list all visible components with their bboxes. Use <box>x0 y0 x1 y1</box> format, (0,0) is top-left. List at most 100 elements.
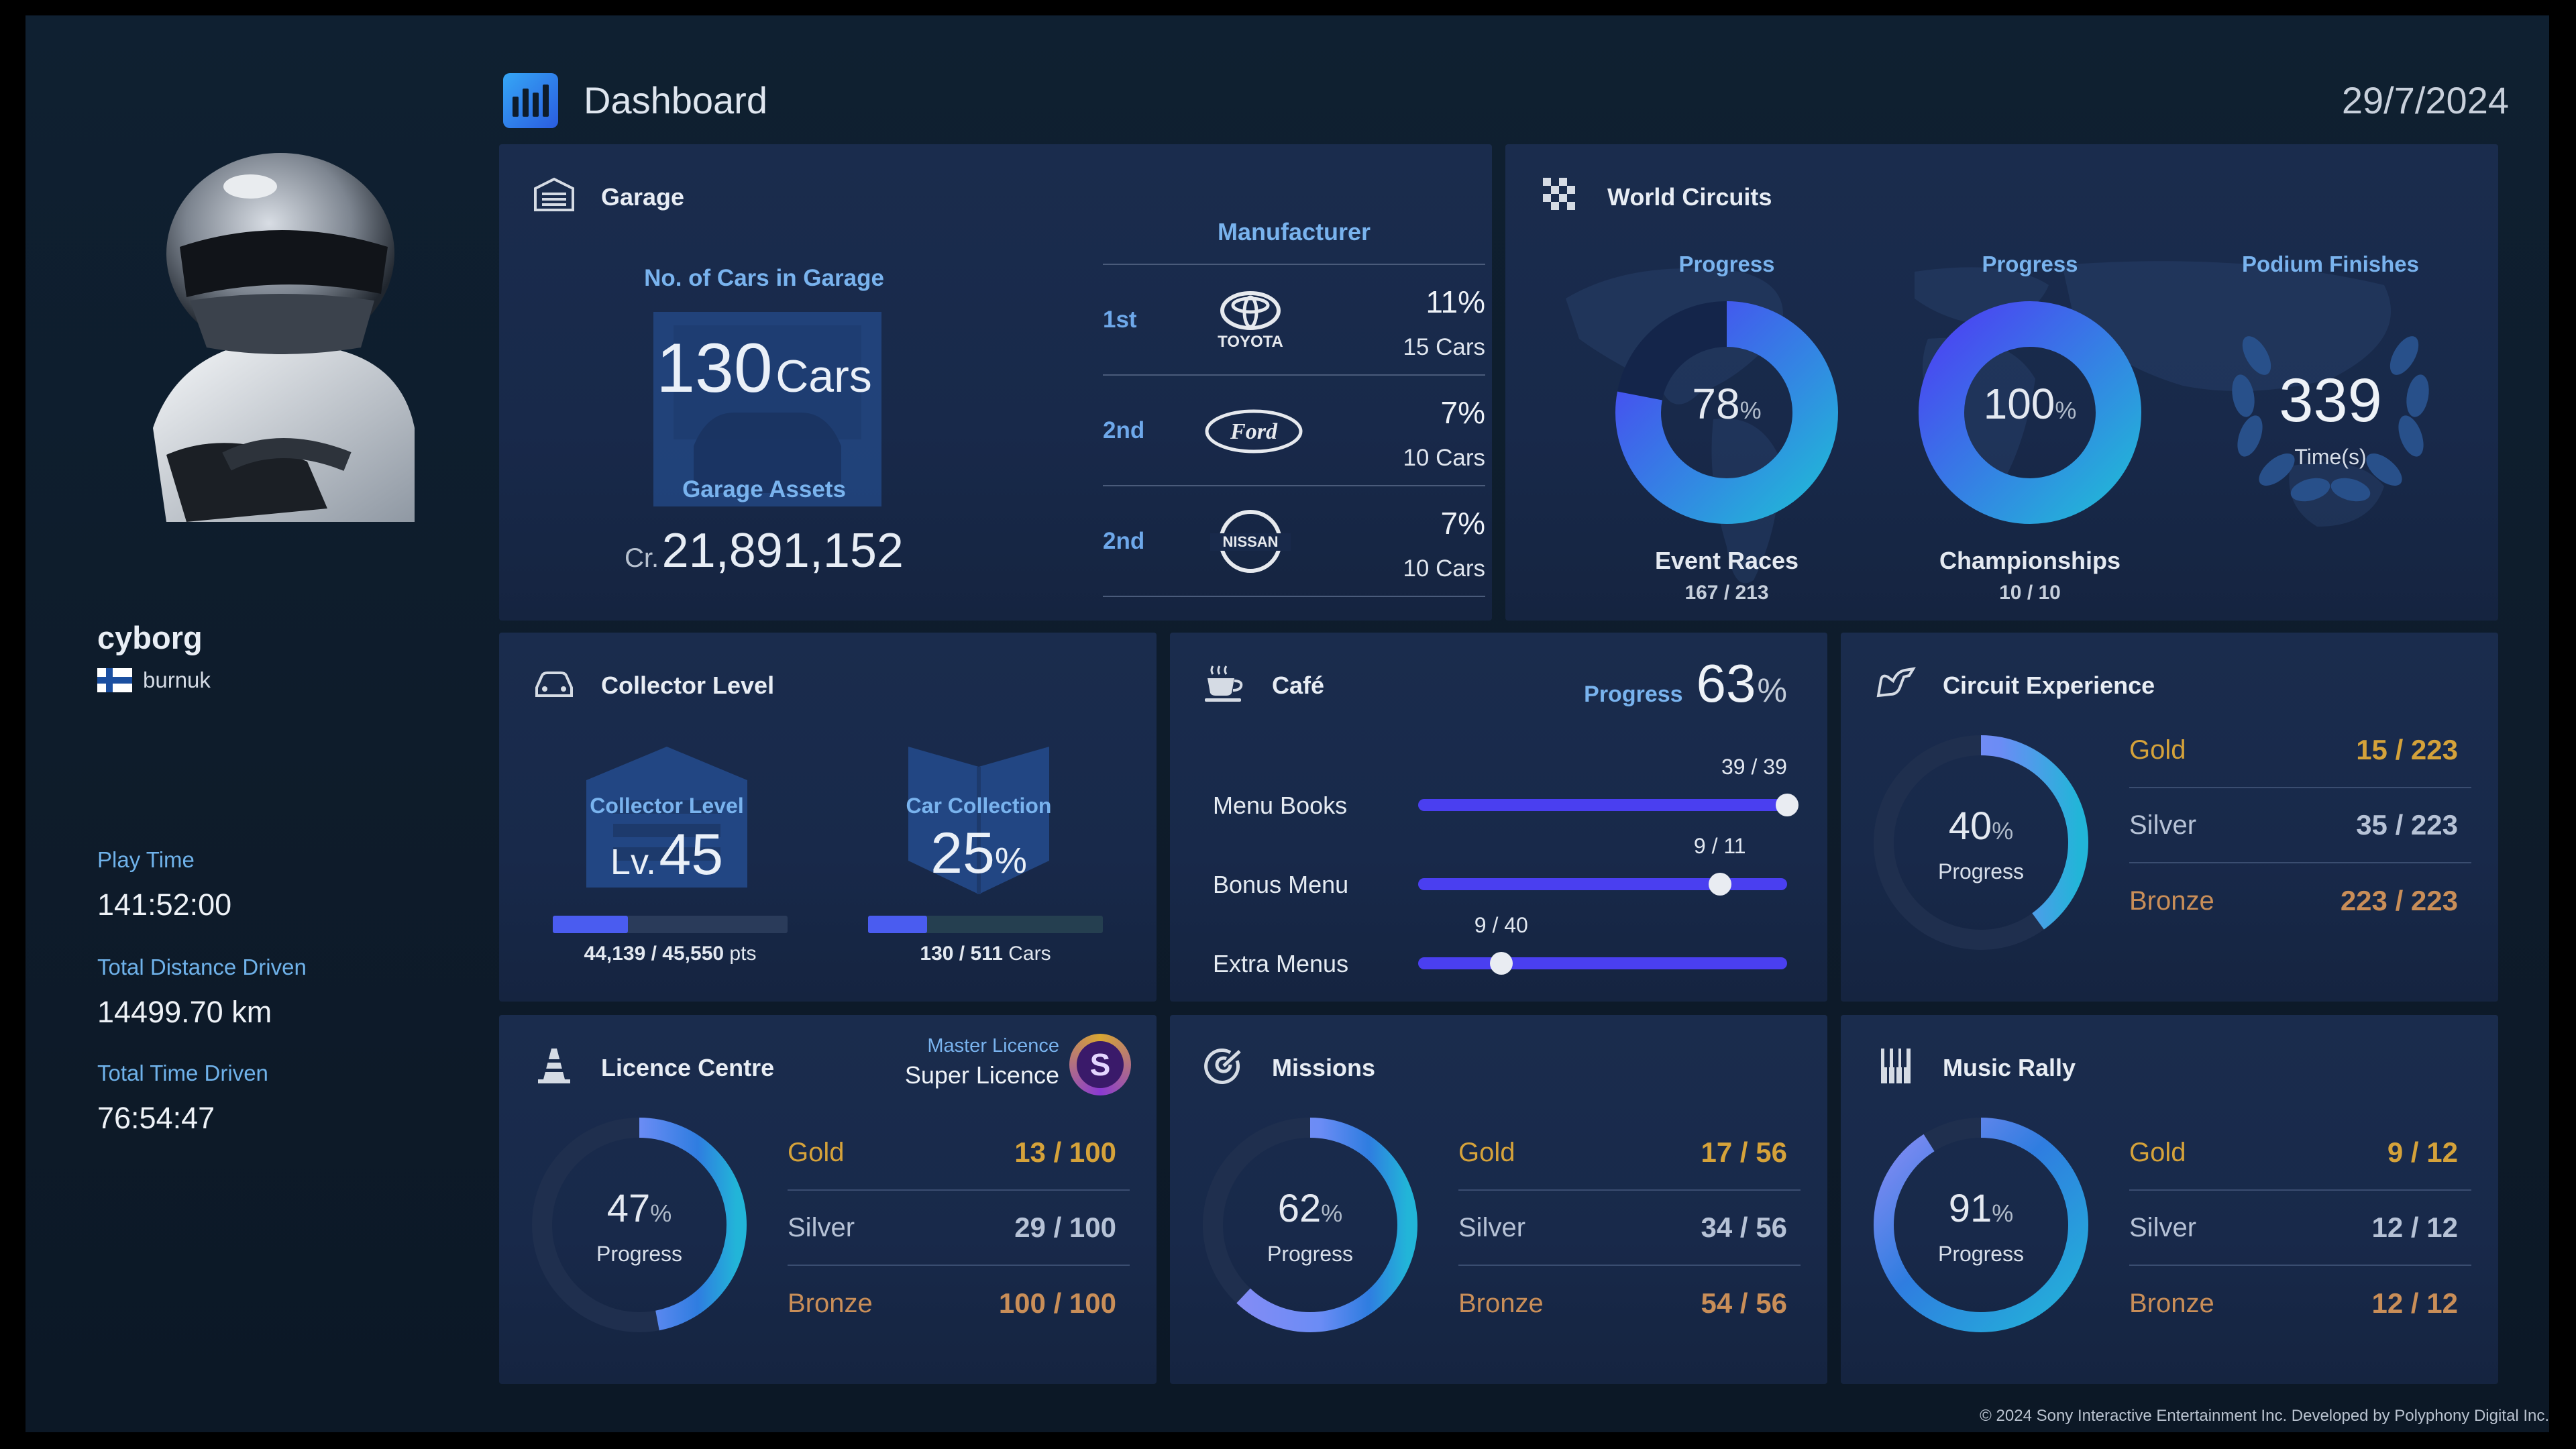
percent-value: 47 <box>606 1187 651 1230</box>
ring-progress <box>1874 1118 2088 1332</box>
event-races-ring <box>1615 301 1838 524</box>
championships-percent-unit: % <box>2055 396 2077 424</box>
music-rally-panel[interactable]: Music Rally 91% Progress Gold 9 / 12 Sil… <box>1841 1015 2498 1384</box>
cars-count-label: No. of Cars in Garage <box>644 265 884 291</box>
championships-label: Championships <box>1939 547 2121 574</box>
event-races-percent-unit: % <box>1739 396 1762 424</box>
manufacturer-cars: 10 Cars <box>1403 555 1485 582</box>
manufacturer-row[interactable]: 1st TOYOTA 11% 15 Cars <box>1103 265 1485 376</box>
percent-value: 62 <box>1277 1187 1322 1230</box>
missions-panel[interactable]: Missions 62% Progress Gold 17 / 56 Silve… <box>1170 1015 1827 1384</box>
nissan-brand: NISSAN <box>1222 533 1278 550</box>
traffic-cone-icon <box>538 1049 570 1083</box>
manufacturer-cars: 15 Cars <box>1403 334 1485 360</box>
licence-ring <box>532 1118 747 1332</box>
level-value: 45 <box>659 822 724 887</box>
percent-unit: % <box>650 1199 672 1227</box>
cafe-item-slider[interactable] <box>1418 873 1787 896</box>
cafe-progress-unit: % <box>1757 672 1787 709</box>
play-time-value: 141:52:00 <box>97 888 232 922</box>
missions-ring <box>1203 1118 1417 1332</box>
bronze-label: Bronze <box>2129 885 2214 916</box>
profile-sidebar: cyborg burnuk Play Time 141:52:00 Total … <box>25 15 495 1432</box>
play-time-label: Play Time <box>97 847 195 872</box>
collector-level: Lv. 45 <box>559 822 774 888</box>
collection-progress-fill <box>868 916 927 933</box>
slider-knob[interactable] <box>1489 952 1513 975</box>
bronze-value: 100 / 100 <box>998 1287 1116 1319</box>
cars-count-value: 130 <box>656 329 773 407</box>
circuit-experience-panel[interactable]: Circuit Experience 40% Progress Gold 15 … <box>1841 633 2498 1002</box>
slider-knob[interactable] <box>1776 794 1799 816</box>
date: 29/7/2024 <box>2341 79 2509 121</box>
podium-value: 339 <box>2279 366 2382 435</box>
ring-progress <box>1615 301 1838 524</box>
silver-label: Silver <box>1458 1212 1526 1242</box>
master-licence-value: Super Licence <box>904 1061 1059 1089</box>
gold-value: 17 / 56 <box>1701 1136 1787 1168</box>
country-username: burnuk <box>143 667 211 692</box>
manufacturer-row[interactable]: 2nd Ford 7% 10 Cars <box>1103 376 1485 486</box>
cafe-panel[interactable]: Café Progress 63% Menu Books 39 / 39 Bon… <box>1170 633 1827 1002</box>
laurel-wreath-icon <box>2232 336 2429 502</box>
garage-title: Garage <box>601 183 685 211</box>
car-icon <box>535 672 573 697</box>
championships-percent: 100% <box>1909 379 2151 429</box>
percent-value: 91 <box>1948 1187 1992 1230</box>
collection-count-unit: Cars <box>1008 943 1051 965</box>
podium-unit: Time(s) <box>2294 445 2367 469</box>
music-rally-progress-label: Progress <box>1937 1242 2025 1266</box>
cafe-item-value: 39 / 39 <box>1721 755 1787 779</box>
circuit-experience-progress-label: Progress <box>1937 859 2025 883</box>
gold-row: Gold 13 / 100 <box>788 1116 1130 1191</box>
championships-count: 10 / 10 <box>1999 582 2061 604</box>
driver-avatar <box>153 153 415 522</box>
manufacturer-cars: 10 Cars <box>1403 445 1485 471</box>
bronze-row: Bronze 223 / 223 <box>2129 863 2471 938</box>
cafe-item-slider[interactable] <box>1418 952 1787 975</box>
bronze-row: Bronze 100 / 100 <box>788 1266 1130 1341</box>
cafe-item-slider[interactable] <box>1418 794 1799 816</box>
manufacturer-percent: 11% <box>1426 284 1485 319</box>
licence-percent: 47% <box>529 1186 750 1231</box>
level-progress-bar <box>553 916 788 933</box>
gold-row: Gold 17 / 56 <box>1458 1116 1801 1191</box>
time-driven-label: Total Time Driven <box>97 1061 268 1085</box>
silver-row: Silver 34 / 56 <box>1458 1191 1801 1266</box>
ford-logo-icon: Ford <box>1205 409 1303 453</box>
cafe-item-value: 9 / 11 <box>1693 834 1746 858</box>
gold-row: Gold 15 / 223 <box>2129 713 2471 788</box>
championships-ring <box>1919 301 2141 524</box>
gold-label: Gold <box>2129 1137 2186 1167</box>
event-races-header: Progress <box>1678 252 1775 276</box>
gold-label: Gold <box>788 1137 845 1167</box>
bronze-row: Bronze 54 / 56 <box>1458 1266 1801 1341</box>
screen: cyborg burnuk Play Time 141:52:00 Total … <box>25 15 2549 1432</box>
garage-icon <box>534 177 574 211</box>
licence-centre-panel[interactable]: Licence Centre Master Licence Super Lice… <box>499 1015 1157 1384</box>
gold-row: Gold 9 / 12 <box>2129 1116 2471 1191</box>
nissan-logo-icon: NISSAN <box>1210 510 1291 573</box>
silver-label: Silver <box>2129 810 2197 840</box>
manufacturer-row[interactable]: 2nd NISSAN 7% 10 Cars <box>1103 486 1485 597</box>
username: cyborg <box>97 620 203 655</box>
collector-title: Collector Level <box>601 672 775 699</box>
coffee-cup-icon <box>1205 665 1243 702</box>
bronze-label: Bronze <box>1458 1288 1544 1318</box>
car-collection: 25% <box>871 820 1086 887</box>
event-races-percent-value: 78 <box>1692 380 1740 428</box>
circuit-experience-title: Circuit Experience <box>1943 672 2155 699</box>
music-rally-percent: 91% <box>1870 1186 2092 1231</box>
slider-knob[interactable] <box>1708 873 1731 896</box>
collector-level-label: Collector Level <box>590 794 744 818</box>
championships-header: Progress <box>1982 252 2078 276</box>
silver-value: 35 / 223 <box>2356 809 2458 841</box>
silver-row: Silver 35 / 223 <box>2129 788 2471 863</box>
world-circuits-panel[interactable]: World Circuits Progress 78% Event Races … <box>1505 144 2498 621</box>
toyota-brand: TOYOTA <box>1218 333 1283 351</box>
collector-panel[interactable]: Collector Level Collector Level Lv. 45 4… <box>499 633 1157 1002</box>
championships-percent-value: 100 <box>1983 380 2055 428</box>
cars-count-unit: Cars <box>775 351 872 402</box>
garage-panel[interactable]: Garage No. of Cars in Garage 130 Cars Ga… <box>499 144 1492 621</box>
finland-flag-icon <box>97 668 132 692</box>
